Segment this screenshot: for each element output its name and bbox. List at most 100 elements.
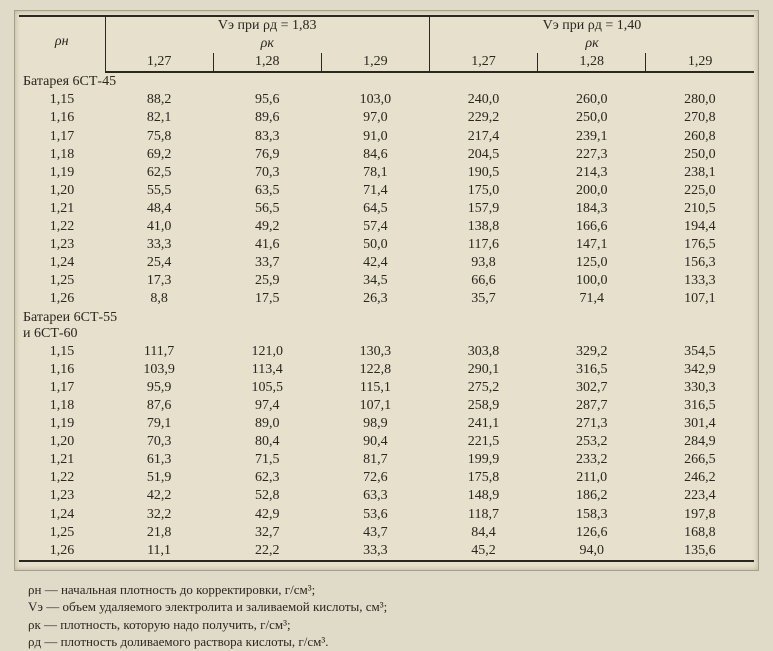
row-header: 1,16	[19, 361, 105, 379]
cell: 166,6	[538, 218, 646, 236]
row-header: 1,19	[19, 415, 105, 433]
row-header: 1,20	[19, 182, 105, 200]
row-header: 1,15	[19, 91, 105, 109]
cell: 90,4	[321, 433, 429, 451]
cell: 271,3	[538, 415, 646, 433]
footnote-ve: Vэ — объем удаляемого электролита и зали…	[28, 598, 759, 616]
cell: 41,6	[213, 236, 321, 254]
row-header: 1,15	[19, 343, 105, 361]
cell: 190,5	[429, 164, 537, 182]
cell: 125,0	[538, 254, 646, 272]
cell: 62,5	[105, 164, 213, 182]
cell: 227,3	[538, 146, 646, 164]
cell: 133,3	[646, 272, 754, 290]
cell: 316,5	[646, 397, 754, 415]
cell: 204,5	[429, 146, 537, 164]
row-header: 1,26	[19, 290, 105, 308]
cell: 81,7	[321, 451, 429, 469]
cell: 266,5	[646, 451, 754, 469]
cell: 22,2	[213, 542, 321, 561]
cell: 41,0	[105, 218, 213, 236]
cell: 175,8	[429, 469, 537, 487]
cell: 238,1	[646, 164, 754, 182]
cell: 91,0	[321, 128, 429, 146]
cell: 98,9	[321, 415, 429, 433]
cell: 121,0	[213, 343, 321, 361]
row-header: 1,22	[19, 469, 105, 487]
cell: 229,2	[429, 109, 537, 127]
cell: 301,4	[646, 415, 754, 433]
th-127a: 1,27	[105, 53, 213, 72]
cell: 56,5	[213, 200, 321, 218]
cell: 70,3	[213, 164, 321, 182]
cell: 8,8	[105, 290, 213, 308]
cell: 157,9	[429, 200, 537, 218]
cell: 122,8	[321, 361, 429, 379]
cell: 33,3	[105, 236, 213, 254]
cell: 113,4	[213, 361, 321, 379]
footnote-pn: ρн — начальная плотность до корректировк…	[28, 581, 759, 599]
row-header: 1,24	[19, 254, 105, 272]
cell: 103,0	[321, 91, 429, 109]
row-header: 1,25	[19, 272, 105, 290]
cell: 194,4	[646, 218, 754, 236]
cell: 105,5	[213, 379, 321, 397]
row-header: 1,17	[19, 128, 105, 146]
th-129a: 1,29	[321, 53, 429, 72]
cell: 210,5	[646, 200, 754, 218]
cell: 63,3	[321, 487, 429, 505]
row-header: 1,19	[19, 164, 105, 182]
cell: 82,1	[105, 109, 213, 127]
cell: 138,8	[429, 218, 537, 236]
data-table: ρн Vэ при ρд = 1,83 Vэ при ρд = 1,40 ρк …	[19, 15, 754, 562]
row-header: 1,23	[19, 487, 105, 505]
cell: 250,0	[538, 109, 646, 127]
cell: 71,4	[538, 290, 646, 308]
cell: 221,5	[429, 433, 537, 451]
cell: 197,8	[646, 506, 754, 524]
cell: 233,2	[538, 451, 646, 469]
cell: 84,6	[321, 146, 429, 164]
cell: 17,5	[213, 290, 321, 308]
cell: 71,4	[321, 182, 429, 200]
cell: 200,0	[538, 182, 646, 200]
th-group-140: Vэ при ρд = 1,40	[429, 16, 754, 35]
cell: 176,5	[646, 236, 754, 254]
row-header: 1,18	[19, 146, 105, 164]
cell: 49,2	[213, 218, 321, 236]
cell: 93,8	[429, 254, 537, 272]
cell: 89,0	[213, 415, 321, 433]
cell: 61,3	[105, 451, 213, 469]
cell: 62,3	[213, 469, 321, 487]
cell: 52,8	[213, 487, 321, 505]
cell: 168,8	[646, 524, 754, 542]
cell: 117,6	[429, 236, 537, 254]
cell: 260,8	[646, 128, 754, 146]
cell: 303,8	[429, 343, 537, 361]
cell: 103,9	[105, 361, 213, 379]
cell: 175,0	[429, 182, 537, 200]
cell: 42,4	[321, 254, 429, 272]
cell: 135,6	[646, 542, 754, 561]
cell: 94,0	[538, 542, 646, 561]
cell: 32,2	[105, 506, 213, 524]
cell: 126,6	[538, 524, 646, 542]
cell: 275,2	[429, 379, 537, 397]
cell: 250,0	[646, 146, 754, 164]
cell: 95,9	[105, 379, 213, 397]
th-129b: 1,29	[646, 53, 754, 72]
cell: 107,1	[646, 290, 754, 308]
cell: 45,2	[429, 542, 537, 561]
cell: 78,1	[321, 164, 429, 182]
cell: 107,1	[321, 397, 429, 415]
table-container: ρн Vэ при ρд = 1,83 Vэ при ρд = 1,40 ρк …	[14, 10, 759, 571]
row-header: 1,23	[19, 236, 105, 254]
cell: 342,9	[646, 361, 754, 379]
cell: 17,3	[105, 272, 213, 290]
cell: 50,0	[321, 236, 429, 254]
cell: 260,0	[538, 91, 646, 109]
cell: 239,1	[538, 128, 646, 146]
cell: 71,5	[213, 451, 321, 469]
cell: 316,5	[538, 361, 646, 379]
cell: 158,3	[538, 506, 646, 524]
